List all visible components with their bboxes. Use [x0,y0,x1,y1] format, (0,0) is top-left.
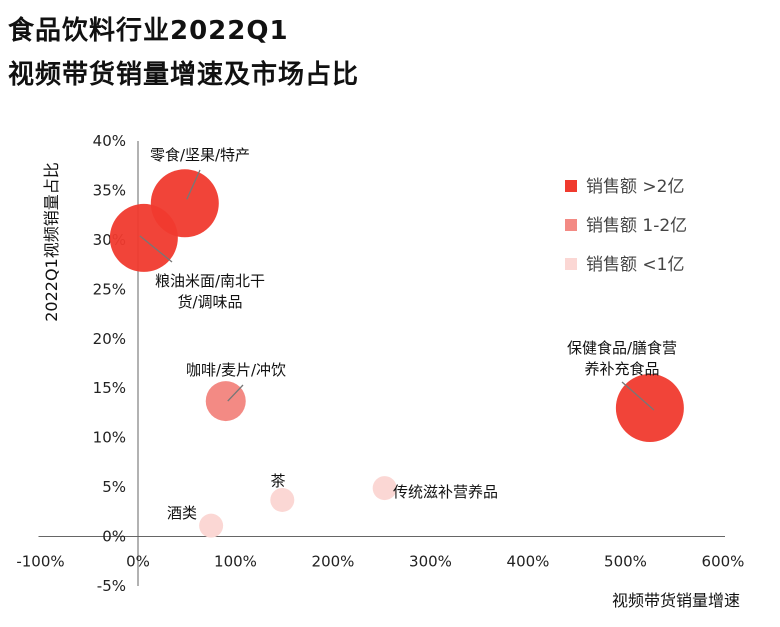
bubble-label: 酒类 [167,504,197,522]
y-tick-label: 25% [93,280,126,298]
x-axis-title: 视频带货销量增速 [612,591,740,610]
y-tick-label: 15% [93,379,126,397]
x-tick-label: 300% [409,553,452,571]
bubble-point [372,476,397,501]
legend-swatch [565,258,577,270]
bubble-label: 咖啡/麦片/冲饮 [186,361,286,379]
legend-label: 销售额 <1亿 [586,255,684,275]
leader-line [621,381,655,411]
x-tick-label: 500% [604,553,647,571]
bubble-label: 茶 [270,472,285,490]
chart-title-line-2: 视频带货销量增速及市场占比 [8,60,360,90]
y-tick-label: 0% [102,528,126,546]
legend-swatch [565,180,577,192]
y-tick-label: 35% [93,181,126,199]
bubble-label: 零食/坚果/特产 [150,146,250,164]
leader-line [227,384,244,402]
legend-swatch [565,219,577,231]
bubble-point [270,487,295,512]
bubble-point [199,513,224,538]
bubble-label: 粮油米面/南北干 [155,272,265,290]
y-tick-label: -5% [97,577,126,595]
x-tick-label: 0% [126,553,150,571]
bubble-label: 货/调味品 [177,293,242,311]
legend-label: 销售额 >2亿 [586,177,684,197]
x-tick-label: 200% [312,553,355,571]
bubble-label: 保健食品/膳食营 [567,339,677,357]
y-tick-label: 40% [93,132,126,150]
x-tick-label: 100% [214,553,257,571]
bubble-label: 传统滋补营养品 [393,483,498,501]
bubble-point [615,374,684,442]
bubble-label: 养补充食品 [584,360,659,378]
x-tick-label: -100% [16,553,64,571]
y-tick-label: 10% [93,429,126,447]
chart-title-line-1: 食品饮料行业2022Q1 [8,16,289,46]
x-tick-label: 400% [507,553,550,571]
x-tick-labels: -100% 0% 100% 200% 300% 400% 500% 600% [16,553,744,571]
y-tick-labels: -5%0%5%10%15%20%25%30%35%40% [93,132,126,595]
legend-label: 销售额 1-2亿 [586,216,687,236]
y-tick-label: 20% [93,330,126,348]
leader-line [139,235,173,263]
y-axis-title: 2022Q1视频销量占比 [42,162,61,322]
x-tick-label: 600% [702,553,745,571]
leader-line [186,169,201,200]
bubble-point [205,381,246,422]
bubble-point [109,203,178,272]
y-tick-label: 5% [102,478,126,496]
